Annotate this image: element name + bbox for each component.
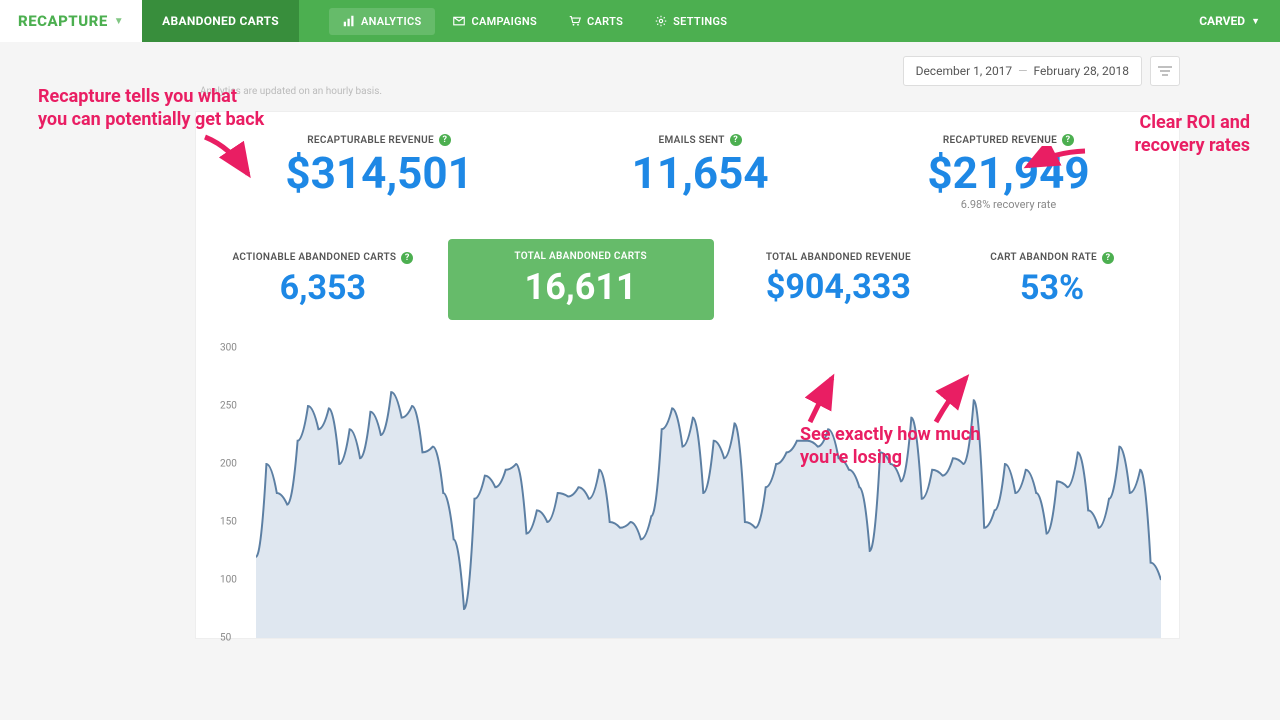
brand-dropdown[interactable]: RECAPTURE ▼ xyxy=(0,0,142,42)
top-navbar: RECAPTURE ▼ ABANDONED CARTS ANALYTICS CA… xyxy=(0,0,1280,42)
help-icon[interactable]: ? xyxy=(1062,134,1074,146)
date-start: December 1, 2017 xyxy=(916,64,1013,78)
y-axis-tick: 150 xyxy=(220,517,237,528)
metric-subtext: 6.98% recovery rate xyxy=(927,198,1089,211)
date-separator: — xyxy=(1018,64,1027,78)
nav-settings[interactable]: SETTINGS xyxy=(641,8,741,35)
date-range-picker[interactable]: December 1, 2017 — February 28, 2018 xyxy=(903,56,1142,86)
metric-value: $314,501 xyxy=(285,150,473,196)
chevron-down-icon: ▼ xyxy=(114,16,124,27)
metric-value: $21,949 xyxy=(927,150,1089,196)
y-axis-tick: 200 xyxy=(220,459,237,470)
top-metrics-row: RECAPTURABLE REVENUE? $314,501 EMAILS SE… xyxy=(206,134,1169,211)
help-icon[interactable]: ? xyxy=(1102,252,1114,264)
help-icon[interactable]: ? xyxy=(401,252,413,264)
analytics-card: RECAPTURABLE REVENUE? $314,501 EMAILS SE… xyxy=(195,111,1180,639)
update-note: Analytics are updated on an hourly basis… xyxy=(0,86,1280,97)
metric-value: 11,654 xyxy=(632,150,769,196)
metric-value: 6,353 xyxy=(216,268,430,308)
metric-emails-sent: EMAILS SENT? 11,654 xyxy=(632,134,769,211)
nav-carts[interactable]: CARTS xyxy=(555,8,637,35)
gear-icon xyxy=(655,15,667,27)
metric-recaptured-revenue: RECAPTURED REVENUE? $21,949 6.98% recove… xyxy=(927,134,1089,211)
abandoned-carts-chart: 50100150200250300 xyxy=(206,348,1169,638)
date-end: February 28, 2018 xyxy=(1034,64,1129,78)
cart-icon xyxy=(569,15,581,27)
nav-items: ANALYTICS CAMPAIGNS CARTS SETTINGS xyxy=(329,0,741,42)
metric-value: 53% xyxy=(945,268,1159,308)
section-tab-abandoned-carts[interactable]: ABANDONED CARTS xyxy=(142,0,299,42)
metric-cart-abandon-rate: CART ABANDON RATE? 53% xyxy=(945,252,1159,308)
brand-label: RECAPTURE xyxy=(18,12,108,30)
chart-icon xyxy=(343,15,355,27)
account-dropdown[interactable]: CARVED ▼ xyxy=(1179,0,1280,42)
y-axis-tick: 100 xyxy=(220,575,237,586)
nav-campaigns[interactable]: CAMPAIGNS xyxy=(439,8,551,35)
mail-icon xyxy=(453,15,465,27)
nav-analytics[interactable]: ANALYTICS xyxy=(329,8,436,35)
y-axis-tick: 300 xyxy=(220,343,237,354)
y-axis-tick: 50 xyxy=(220,633,231,644)
second-metrics-row: ACTIONABLE ABANDONED CARTS? 6,353 TOTAL … xyxy=(206,239,1169,320)
metric-value: 16,611 xyxy=(474,266,688,308)
toolbar-row: December 1, 2017 — February 28, 2018 xyxy=(0,42,1280,92)
chart-menu-button[interactable] xyxy=(1150,56,1180,86)
metric-actionable-carts: ACTIONABLE ABANDONED CARTS? 6,353 xyxy=(216,252,430,308)
page-body: December 1, 2017 — February 28, 2018 Ana… xyxy=(0,42,1280,639)
metric-recapturable-revenue: RECAPTURABLE REVENUE? $314,501 xyxy=(285,134,473,211)
metric-total-abandoned-revenue: TOTAL ABANDONED REVENUE $904,333 xyxy=(732,252,946,307)
area-chart-svg xyxy=(256,348,1161,638)
menu-icon xyxy=(1158,65,1172,77)
help-icon[interactable]: ? xyxy=(730,134,742,146)
metric-value: $904,333 xyxy=(732,267,946,307)
metric-total-abandoned-carts: TOTAL ABANDONED CARTS 16,611 xyxy=(448,239,714,320)
y-axis-tick: 250 xyxy=(220,401,237,412)
chevron-down-icon: ▼ xyxy=(1251,16,1260,27)
help-icon[interactable]: ? xyxy=(439,134,451,146)
